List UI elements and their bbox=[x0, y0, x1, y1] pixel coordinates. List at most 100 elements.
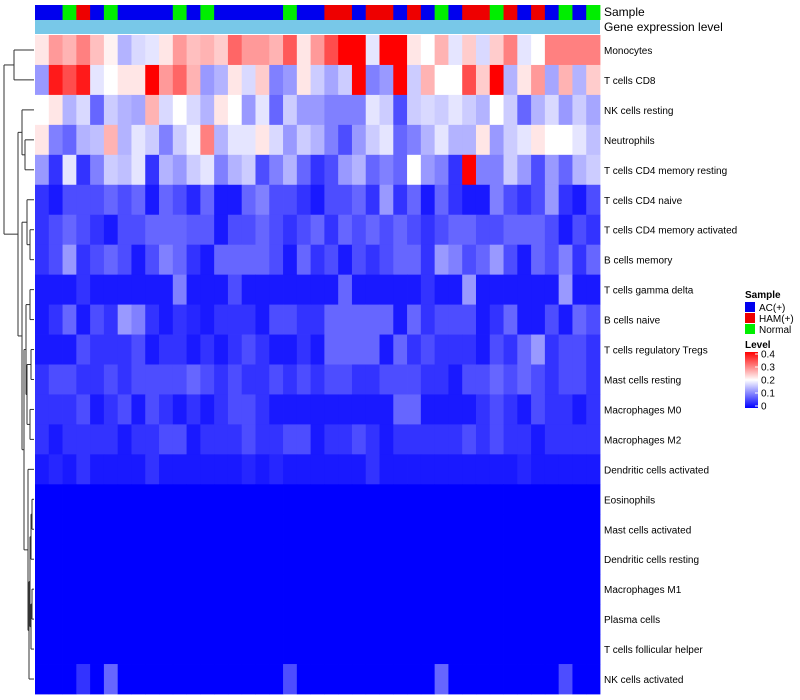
heatmap-cell bbox=[145, 124, 160, 156]
heatmap-cell bbox=[503, 244, 518, 276]
heatmap-cell bbox=[90, 94, 105, 126]
heatmap-cell bbox=[517, 154, 532, 186]
heatmap-cell bbox=[310, 35, 325, 66]
heatmap-cell bbox=[434, 574, 449, 605]
heatmap-cell bbox=[379, 154, 394, 186]
legend-swatch-ham bbox=[745, 313, 755, 323]
heatmap-cell bbox=[62, 154, 77, 186]
heatmap-cell bbox=[214, 454, 229, 485]
heatmap-cell bbox=[103, 94, 119, 126]
heatmap-cell bbox=[586, 304, 601, 335]
heatmap-cell bbox=[35, 334, 50, 365]
heatmap-cell bbox=[186, 94, 201, 126]
heatmap-cell bbox=[544, 64, 560, 96]
heatmap-cell bbox=[448, 544, 463, 575]
heatmap-cell bbox=[131, 184, 146, 216]
heatmap-cell bbox=[544, 304, 560, 335]
heatmap-cell bbox=[296, 604, 312, 635]
heatmap-cell bbox=[76, 544, 91, 575]
heatmap-cell bbox=[48, 35, 63, 66]
heatmap-cell bbox=[255, 394, 270, 425]
heatmap-cell bbox=[379, 664, 394, 695]
heatmap-cell bbox=[103, 184, 119, 216]
heatmap-cell bbox=[393, 364, 408, 395]
heatmap-cell bbox=[159, 544, 174, 575]
heatmap-cell bbox=[159, 454, 174, 485]
heatmap-cell bbox=[214, 664, 229, 695]
heatmap-cell bbox=[76, 64, 91, 96]
heatmap-cell bbox=[48, 184, 63, 216]
heatmap-cell bbox=[269, 364, 284, 395]
heatmap-cell bbox=[255, 94, 270, 126]
heatmap-cell bbox=[227, 604, 243, 635]
heatmap-cell bbox=[586, 244, 601, 276]
heatmap-cell bbox=[489, 574, 504, 605]
heatmap-cell bbox=[324, 35, 339, 66]
heatmap-cell bbox=[296, 124, 312, 156]
heatmap-cell bbox=[448, 424, 463, 455]
heatmap-cell bbox=[48, 154, 63, 186]
heatmap-cell bbox=[255, 334, 270, 365]
heatmap-cell bbox=[48, 514, 63, 545]
heatmap-cell bbox=[572, 274, 587, 305]
heatmap-cell bbox=[172, 454, 187, 485]
heatmap-cell bbox=[310, 424, 325, 455]
sample-annotation-cell bbox=[393, 5, 408, 20]
heatmap-cell bbox=[241, 604, 256, 635]
heatmap-cell bbox=[145, 604, 160, 635]
heatmap-cell bbox=[365, 604, 380, 635]
heatmap-cell bbox=[558, 634, 573, 665]
heatmap-cell bbox=[48, 334, 63, 365]
heatmap-cell bbox=[407, 214, 422, 246]
heatmap-cell bbox=[324, 394, 339, 425]
heatmap-cell bbox=[48, 244, 63, 276]
heatmap-cell bbox=[269, 94, 284, 126]
heatmap-cell bbox=[131, 604, 146, 635]
heatmap-cell bbox=[351, 214, 367, 246]
heatmap-cell bbox=[241, 484, 256, 515]
sample-annotation-cell bbox=[269, 5, 284, 20]
sample-annotation-cell bbox=[324, 5, 339, 20]
heatmap-cell bbox=[159, 94, 174, 126]
heatmap-cell bbox=[558, 514, 573, 545]
heatmap-cell bbox=[159, 64, 174, 96]
heatmap-cell bbox=[558, 64, 573, 96]
heatmap-cell bbox=[186, 244, 201, 276]
row-label: T cells CD8 bbox=[604, 76, 656, 87]
heatmap-cell bbox=[48, 454, 63, 485]
heatmap-cell bbox=[351, 604, 367, 635]
heatmap-cell bbox=[351, 364, 367, 395]
heatmap-cell bbox=[544, 274, 560, 305]
heatmap-cell bbox=[475, 64, 491, 96]
heatmap-cell bbox=[310, 94, 325, 126]
heatmap-cell bbox=[186, 184, 201, 216]
heatmap-cell bbox=[310, 124, 325, 156]
heatmap-cell bbox=[145, 274, 160, 305]
heatmap-cell bbox=[227, 484, 243, 515]
heatmap-cell bbox=[407, 244, 422, 276]
heatmap-cell bbox=[48, 94, 63, 126]
heatmap-cell bbox=[434, 394, 449, 425]
sample-annotation-cell bbox=[200, 5, 215, 20]
heatmap-cell bbox=[475, 124, 491, 156]
heatmap-cell bbox=[517, 484, 532, 515]
heatmap-cell bbox=[475, 544, 491, 575]
sample-annotation-cell bbox=[531, 5, 546, 20]
heatmap-cell bbox=[283, 304, 298, 335]
heatmap-cell bbox=[296, 364, 312, 395]
heatmap-cell bbox=[227, 94, 243, 126]
heatmap-cell bbox=[241, 514, 256, 545]
heatmap-cell bbox=[475, 244, 491, 276]
heatmap-cell bbox=[269, 454, 284, 485]
heatmap-cell bbox=[420, 574, 436, 605]
heatmap-cell bbox=[338, 454, 353, 485]
heatmap-cell bbox=[241, 364, 256, 395]
heatmap-cell bbox=[379, 244, 394, 276]
heatmap-cell bbox=[269, 214, 284, 246]
heatmap-cell bbox=[351, 484, 367, 515]
heatmap-cell bbox=[103, 124, 119, 156]
heatmap-cell bbox=[434, 184, 449, 216]
heatmap-cell bbox=[572, 124, 587, 156]
heatmap-cell bbox=[200, 94, 215, 126]
heatmap-cell bbox=[393, 664, 408, 695]
